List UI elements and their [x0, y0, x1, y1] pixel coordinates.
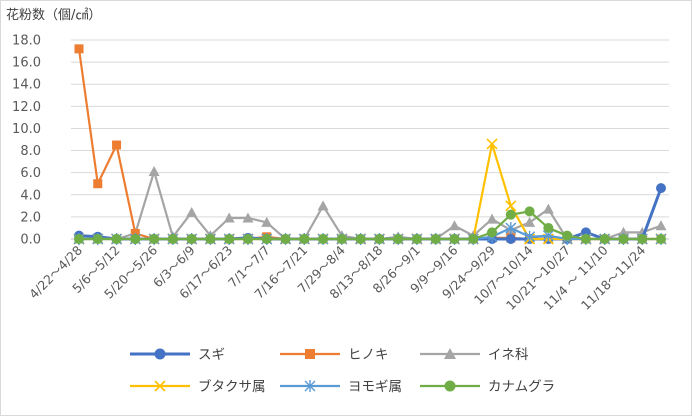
data-point [449, 234, 460, 244]
data-point [186, 206, 198, 217]
y-tick-label: 0.0 [20, 233, 41, 248]
series-line [79, 142, 661, 241]
y-tick-label: 6.0 [20, 166, 41, 181]
y-tick-label: 14.0 [12, 78, 41, 93]
data-point [74, 44, 84, 54]
data-point [656, 183, 666, 194]
y-tick-label: 10.0 [12, 122, 41, 137]
data-point [617, 226, 629, 237]
series-lines [73, 44, 667, 245]
legend-item: ヒノキ [280, 347, 389, 363]
legend-item: カナムグラ [420, 379, 555, 395]
data-point [411, 234, 422, 244]
y-tick-label: 4.0 [20, 188, 41, 203]
data-point [93, 179, 103, 189]
legend-item: ヨモギ属 [280, 379, 402, 395]
data-point [599, 234, 610, 244]
data-point [542, 203, 554, 214]
data-point [580, 234, 591, 244]
legend-item: ブタクサ属 [130, 378, 266, 395]
legend-label: ブタクサ属 [198, 378, 266, 395]
legend-label: ヒノキ [348, 347, 389, 363]
legend-label: スギ [198, 347, 225, 363]
y-tick-label: 18.0 [12, 34, 41, 49]
y-tick-label: 12.0 [12, 100, 41, 115]
data-point [261, 216, 273, 227]
series-4 [73, 138, 667, 245]
legend-label: ヨモギ属 [348, 379, 402, 395]
y-axis-label: 花粉数（個/㎠） [6, 8, 102, 23]
y-tick-label: 8.0 [20, 144, 41, 159]
data-point [167, 234, 178, 244]
y-tick-label: 2.0 [20, 210, 41, 225]
data-point [111, 234, 122, 244]
data-point [305, 349, 315, 359]
data-point [149, 234, 160, 244]
legend-item: イネ科 [420, 347, 529, 363]
data-point [393, 234, 404, 244]
data-point [205, 234, 216, 244]
data-point [543, 222, 554, 233]
legend-label: カナムグラ [488, 379, 555, 395]
data-point [524, 216, 536, 227]
data-point [524, 206, 535, 217]
data-point [299, 234, 310, 244]
data-point [374, 234, 385, 244]
legend-label: イネ科 [488, 347, 529, 363]
series-3 [73, 166, 667, 244]
data-point [524, 230, 536, 243]
data-point [486, 213, 498, 224]
data-point [505, 209, 516, 220]
data-point [444, 348, 456, 359]
data-point [130, 234, 141, 244]
data-point [224, 234, 235, 244]
data-point [154, 348, 166, 360]
data-point [487, 227, 498, 238]
data-point [317, 200, 329, 211]
series-5 [73, 221, 667, 245]
data-point [618, 234, 629, 244]
data-point [186, 234, 197, 244]
y-tick-label: 16.0 [12, 56, 41, 71]
y-tick-labels: 0.0 2.0 4.0 6.0 8.0 10.0 12.0 14.0 16.0 18.0 [12, 34, 41, 248]
data-point [505, 221, 517, 234]
data-point [448, 220, 460, 231]
data-point [74, 234, 84, 244]
series-1 [74, 183, 666, 244]
data-point [148, 166, 160, 177]
data-point [112, 140, 122, 150]
data-point [261, 234, 272, 244]
legend-item: スギ [130, 347, 225, 363]
data-point [486, 138, 498, 150]
data-point [468, 234, 479, 244]
data-point [505, 234, 516, 244]
data-point [355, 234, 366, 244]
gridlines [71, 39, 669, 240]
data-point [242, 234, 253, 244]
series-line [79, 170, 662, 241]
data-point [318, 234, 329, 244]
series-6 [74, 206, 666, 244]
data-point [92, 234, 103, 244]
data-point [637, 234, 648, 244]
data-point [242, 212, 254, 223]
data-point [336, 234, 347, 244]
data-point [280, 234, 291, 244]
data-point [655, 220, 667, 231]
data-point [430, 234, 441, 244]
data-point [505, 200, 517, 212]
data-point [154, 380, 166, 392]
x-tick-labels: 4/22～4/285/6～5/125/20～5/266/3～6/96/17～6/… [26, 242, 648, 312]
data-point [304, 380, 316, 392]
data-point [223, 212, 235, 223]
data-point [562, 230, 573, 241]
series-2 [74, 44, 666, 244]
data-point [444, 380, 456, 392]
data-point [656, 234, 666, 244]
